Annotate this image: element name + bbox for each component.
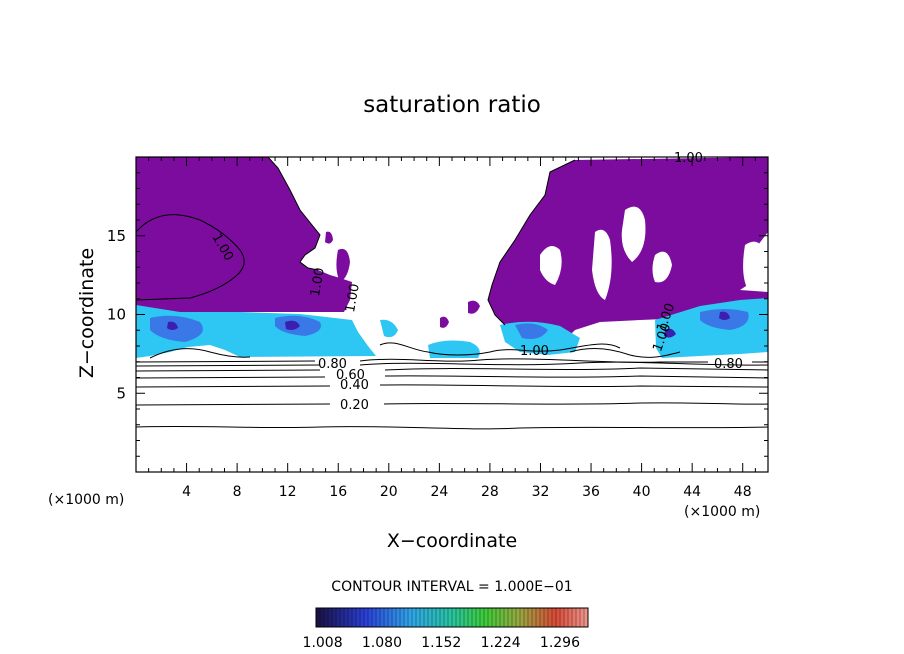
high-supersaturation-band-mid1 [380,319,398,338]
colorbar-tick-label: 1.224 [481,635,521,651]
contour-label: 1.00 [343,283,363,314]
contour-label: 0.80 [714,357,743,372]
x-tick-label: 20 [380,484,398,500]
contour-line [569,347,681,358]
saturation-field [136,157,768,358]
x-tick-label: 32 [532,484,550,500]
chart-title: saturation ratio [363,92,541,118]
colorbar-tick-label: 1.008 [303,635,343,651]
contour-line [136,384,768,388]
contour-line [487,159,576,326]
x-axis: 4 8 12 16 20 24 28 32 36 40 44 48 [148,157,756,500]
y-axis: 5 10 15 [107,172,768,457]
dark-blue-speck [285,320,300,330]
contour-label: 0.40 [340,378,369,393]
unsaturated-hole-3 [621,206,646,262]
y-tick-label: 15 [107,227,126,245]
x-tick-label: 28 [481,484,499,500]
high-supersaturation-band-left [136,305,376,358]
contour-lines [136,157,768,430]
x-tick-label: 16 [329,484,347,500]
high-supersaturation-band-mid2 [428,340,480,358]
contour-line [136,402,768,406]
contour-line [136,358,768,363]
x-tick-label: 24 [430,484,448,500]
x-tick-label: 4 [182,484,191,500]
supersaturated-blob [336,248,350,282]
contour-label: 0.20 [340,398,369,413]
contour-interval-text: CONTOUR INTERVAL = 1.000E−01 [331,579,572,595]
x-tick-label: 8 [233,484,242,500]
contour-label: 1.00 [308,267,328,298]
contour-line [136,375,768,379]
colorbar-tick-label: 1.080 [362,635,402,651]
contour-line [267,157,321,271]
dark-blue-speck [167,321,178,330]
unsaturated-hole-5 [743,241,765,290]
y-tick-label: 5 [116,384,126,402]
unsaturated-hole-2 [592,229,612,300]
supersaturated-blob [468,300,480,314]
contour-line [379,342,621,356]
mid-blue-patch [515,323,548,339]
supersaturated-blob [325,231,333,244]
supersaturated-region-left [136,157,352,312]
contour-line [136,367,768,372]
unsaturated-hole-1 [540,246,562,285]
x-axis-label: X−coordinate [387,530,517,552]
x-unit-label-right: (×1000 m) [684,504,760,520]
dark-blue-speck [719,311,730,320]
colorbar-stripes [319,608,585,627]
x-tick-label: 36 [582,484,600,500]
contour-line [136,425,768,430]
contour-label: 1.00 [520,344,549,359]
supersaturated-blob [440,316,449,328]
contour-line [136,214,245,301]
contour-label: 0.60 [336,368,365,383]
contour-label: 1.00 [674,151,703,166]
colorbar-tick-label: 1.296 [540,635,580,651]
x-tick-label: 12 [279,484,297,500]
x-tick-label: 48 [734,484,752,500]
contour-line [149,348,251,359]
x-tick-label: 40 [633,484,651,500]
y-tick-label: 10 [107,306,126,324]
y-axis-label: Z−coordinate [76,248,98,378]
dark-blue-speck [664,328,676,338]
contour-line [136,361,768,367]
unsaturated-hole-4 [652,251,672,283]
colorbar-labels: 1.008 1.080 1.152 1.224 1.296 [303,635,581,651]
x-unit-label-left: (×1000 m) [48,492,124,508]
x-tick-label: 44 [683,484,701,500]
contour-label: 0.80 [318,357,347,372]
colorbar-tick-label: 1.152 [421,635,461,651]
